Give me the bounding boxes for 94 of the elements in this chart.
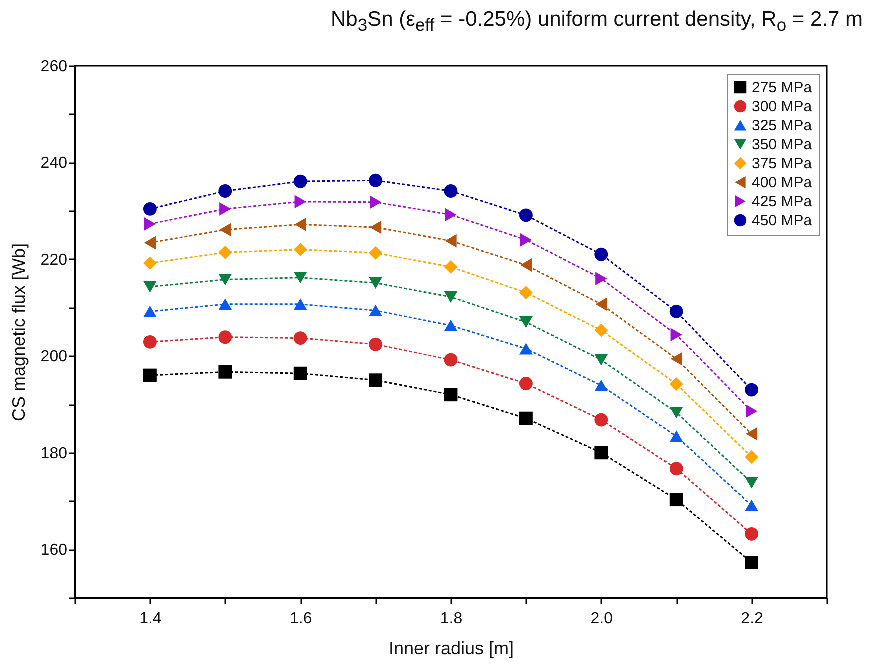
point bbox=[143, 306, 157, 318]
point bbox=[670, 493, 684, 507]
point bbox=[596, 298, 608, 312]
point bbox=[594, 248, 608, 262]
point bbox=[519, 286, 533, 300]
point bbox=[519, 316, 533, 328]
point bbox=[218, 274, 232, 286]
legend-label: 400 MPa bbox=[752, 174, 813, 192]
point bbox=[596, 272, 608, 286]
point bbox=[670, 328, 682, 342]
point bbox=[294, 366, 308, 380]
y-tick-label: 240 bbox=[40, 155, 68, 172]
point bbox=[143, 281, 157, 293]
point bbox=[220, 202, 232, 216]
point bbox=[218, 246, 232, 260]
point bbox=[745, 527, 759, 541]
point bbox=[144, 236, 156, 250]
point bbox=[369, 338, 383, 352]
legend-label: 450 MPa bbox=[752, 212, 813, 230]
point bbox=[218, 298, 232, 310]
point bbox=[519, 412, 533, 426]
point bbox=[745, 500, 759, 512]
legend-label: 300 MPa bbox=[752, 98, 813, 116]
x-tick-label: 2.0 bbox=[590, 610, 614, 628]
point bbox=[294, 195, 306, 209]
y-tick-label: 180 bbox=[40, 445, 68, 462]
legend-label: 375 MPa bbox=[752, 156, 813, 172]
legend-label: 325 MPa bbox=[752, 118, 813, 134]
point bbox=[670, 462, 684, 476]
point bbox=[218, 330, 232, 344]
point bbox=[519, 343, 533, 355]
point bbox=[520, 258, 532, 272]
point bbox=[444, 353, 458, 367]
point bbox=[519, 377, 533, 390]
point bbox=[670, 378, 684, 391]
x-tick-label: 1.6 bbox=[290, 610, 312, 628]
y-tick-label: 200 bbox=[40, 348, 68, 366]
y-tick-label: 220 bbox=[40, 252, 68, 269]
point bbox=[370, 196, 382, 210]
point bbox=[294, 243, 308, 256]
point bbox=[594, 354, 608, 366]
point bbox=[143, 368, 157, 382]
point bbox=[594, 446, 608, 460]
point bbox=[445, 208, 457, 222]
point bbox=[444, 320, 458, 332]
point bbox=[369, 246, 383, 260]
point bbox=[670, 406, 684, 419]
point bbox=[369, 174, 383, 188]
x-tick-label: 2.2 bbox=[741, 610, 764, 628]
point bbox=[444, 184, 458, 198]
point bbox=[745, 383, 759, 397]
point bbox=[594, 413, 608, 427]
point bbox=[143, 256, 157, 270]
point bbox=[520, 233, 532, 247]
point bbox=[670, 304, 684, 318]
point bbox=[445, 234, 457, 248]
legend-label: 275 MPa bbox=[752, 80, 813, 96]
y-tick-label: 160 bbox=[40, 542, 68, 560]
point bbox=[294, 174, 308, 188]
point bbox=[444, 260, 458, 274]
point bbox=[294, 218, 306, 232]
x-axis-title: Inner radius [m] bbox=[388, 638, 514, 658]
x-tick-label: 1.8 bbox=[440, 610, 463, 628]
point bbox=[294, 272, 308, 284]
point bbox=[444, 388, 458, 402]
point bbox=[294, 332, 308, 345]
point bbox=[220, 223, 232, 237]
y-axis-title: CS magnetic flux [Wb] bbox=[8, 243, 29, 422]
point bbox=[218, 184, 232, 198]
point bbox=[444, 291, 458, 303]
point bbox=[670, 352, 682, 366]
point bbox=[369, 304, 383, 317]
point bbox=[745, 450, 759, 464]
point bbox=[594, 324, 608, 338]
point bbox=[519, 208, 533, 222]
point bbox=[370, 220, 382, 234]
y-tick-label: 260 bbox=[40, 58, 68, 76]
point bbox=[143, 202, 157, 216]
legend-label: 425 MPa bbox=[752, 194, 813, 210]
point bbox=[745, 477, 759, 489]
point bbox=[369, 374, 383, 388]
chart-title: Nb$_{3}$Sn (ε$_{eff}$ = -0.25%) uniform current density, R$_{o}$ = 2.7 m bbox=[330, 8, 864, 36]
point bbox=[670, 430, 684, 442]
point bbox=[745, 556, 759, 570]
point bbox=[746, 404, 758, 418]
point bbox=[144, 217, 156, 231]
x-tick-label: 1.4 bbox=[140, 610, 162, 628]
point bbox=[218, 365, 232, 379]
point bbox=[746, 427, 758, 441]
legend-label: 350 MPa bbox=[752, 136, 813, 154]
point bbox=[594, 380, 608, 392]
point bbox=[369, 277, 383, 289]
point bbox=[143, 335, 157, 349]
point bbox=[294, 298, 308, 310]
